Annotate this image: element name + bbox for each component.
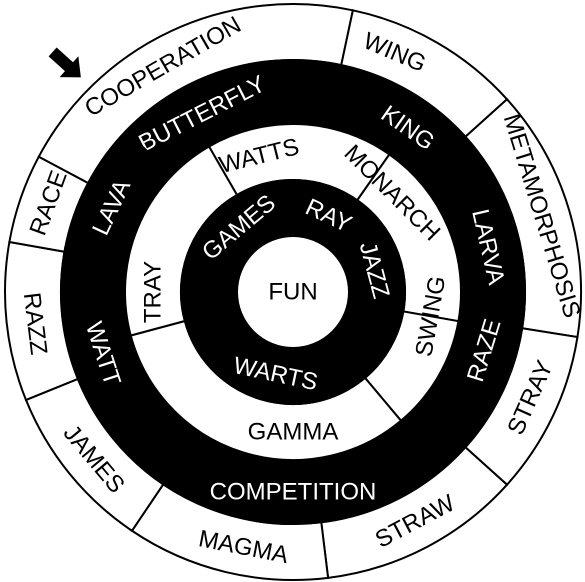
arrow-pointer-icon [48, 47, 81, 78]
center-word: FUN [268, 279, 317, 306]
third-ring-word: COMPETITION [210, 479, 377, 506]
second-ring-word: GAMMA [248, 419, 339, 446]
center-disc [236, 235, 350, 349]
second-ring-word: TRAY [140, 261, 167, 323]
